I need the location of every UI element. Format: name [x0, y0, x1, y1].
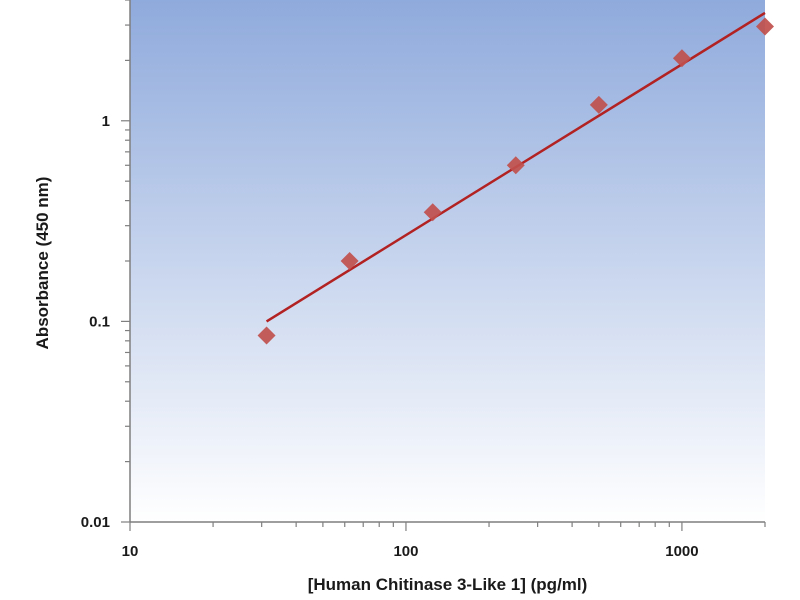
- data-point: [506, 156, 525, 175]
- data-point: [756, 17, 774, 36]
- y-tick-label: 0.01: [81, 514, 110, 531]
- x-tick-label: 1000: [665, 543, 698, 560]
- plot-area: [130, 0, 765, 522]
- x-tick-label: 10: [122, 543, 139, 560]
- x-axis-title: [Human Chitinase 3-Like 1] (pg/ml): [308, 575, 588, 594]
- data-point: [340, 252, 359, 270]
- data-point: [257, 326, 276, 345]
- y-tick-label: 1: [102, 113, 110, 130]
- y-axis-title: Absorbance (450 nm): [33, 177, 52, 350]
- data-point: [672, 49, 691, 68]
- x-tick-label: 100: [393, 543, 418, 560]
- data-point: [589, 95, 608, 114]
- y-tick-label: 0.1: [89, 313, 110, 330]
- data-point: [423, 203, 442, 222]
